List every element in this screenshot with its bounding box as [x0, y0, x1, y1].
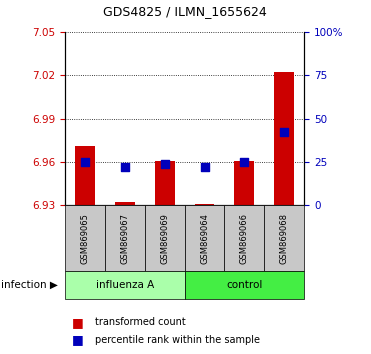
Text: GSM869066: GSM869066: [240, 212, 249, 264]
Bar: [185, 271, 304, 299]
Bar: [115, 202, 135, 205]
Text: control: control: [226, 280, 263, 290]
Bar: [145, 205, 185, 271]
Bar: [65, 205, 105, 271]
Text: GDS4825 / ILMN_1655624: GDS4825 / ILMN_1655624: [103, 5, 266, 18]
Text: GSM869069: GSM869069: [160, 213, 169, 263]
Bar: [75, 146, 95, 205]
Bar: [65, 271, 185, 299]
Point: [122, 164, 128, 170]
Text: ■: ■: [72, 316, 88, 329]
Point: [242, 159, 247, 165]
Bar: [224, 205, 264, 271]
Text: GSM869068: GSM869068: [280, 212, 289, 264]
Text: GSM869067: GSM869067: [120, 212, 129, 264]
Bar: [185, 205, 224, 271]
Point: [82, 159, 88, 165]
Text: percentile rank within the sample: percentile rank within the sample: [95, 335, 260, 345]
Bar: [274, 72, 294, 205]
Text: transformed count: transformed count: [95, 317, 186, 327]
Text: ■: ■: [72, 333, 88, 346]
Point: [281, 130, 287, 135]
Text: GSM869065: GSM869065: [81, 213, 89, 263]
Point: [201, 164, 207, 170]
Bar: [194, 204, 214, 205]
Bar: [105, 205, 145, 271]
Bar: [155, 160, 175, 205]
Text: GSM869064: GSM869064: [200, 213, 209, 263]
Text: influenza A: influenza A: [96, 280, 154, 290]
Text: infection ▶: infection ▶: [1, 280, 58, 290]
Bar: [234, 160, 255, 205]
Bar: [264, 205, 304, 271]
Point: [162, 161, 168, 166]
